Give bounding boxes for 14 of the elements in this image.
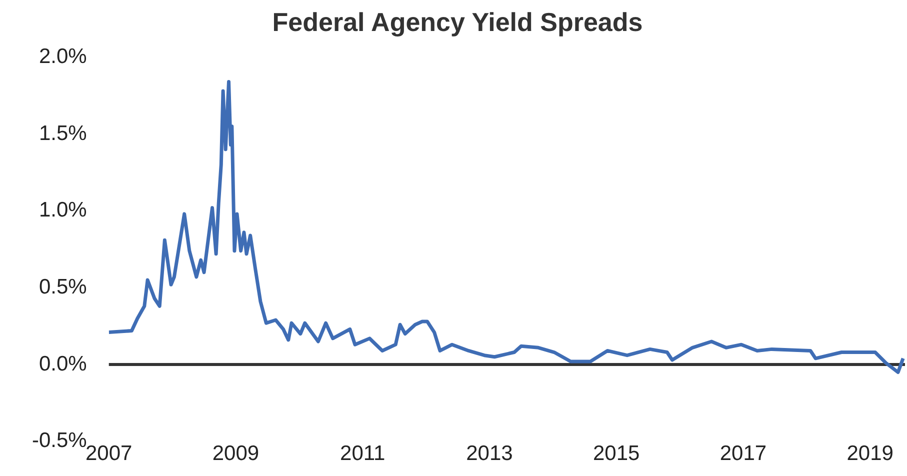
x-tick-label: 2017 <box>720 442 767 465</box>
x-tick-label: 2011 <box>340 442 386 465</box>
y-tick-label: 1.0% <box>38 198 87 222</box>
x-tick-label: 2007 <box>86 442 132 465</box>
y-tick-label: 2.0% <box>38 44 87 68</box>
y-tick-label: 0.5% <box>38 276 87 299</box>
y-tick-label: 1.5% <box>38 122 87 145</box>
y-tick-label: -0.5% <box>32 429 87 452</box>
chart-title: Federal Agency Yield Spreads <box>272 6 643 37</box>
x-tick-label: 2015 <box>593 442 640 465</box>
y-tick-label: 0.0% <box>38 352 87 376</box>
x-tick-label: 2019 <box>846 442 894 465</box>
x-tick-label: 2009 <box>212 442 260 465</box>
x-tick-label: 2013 <box>466 442 513 465</box>
